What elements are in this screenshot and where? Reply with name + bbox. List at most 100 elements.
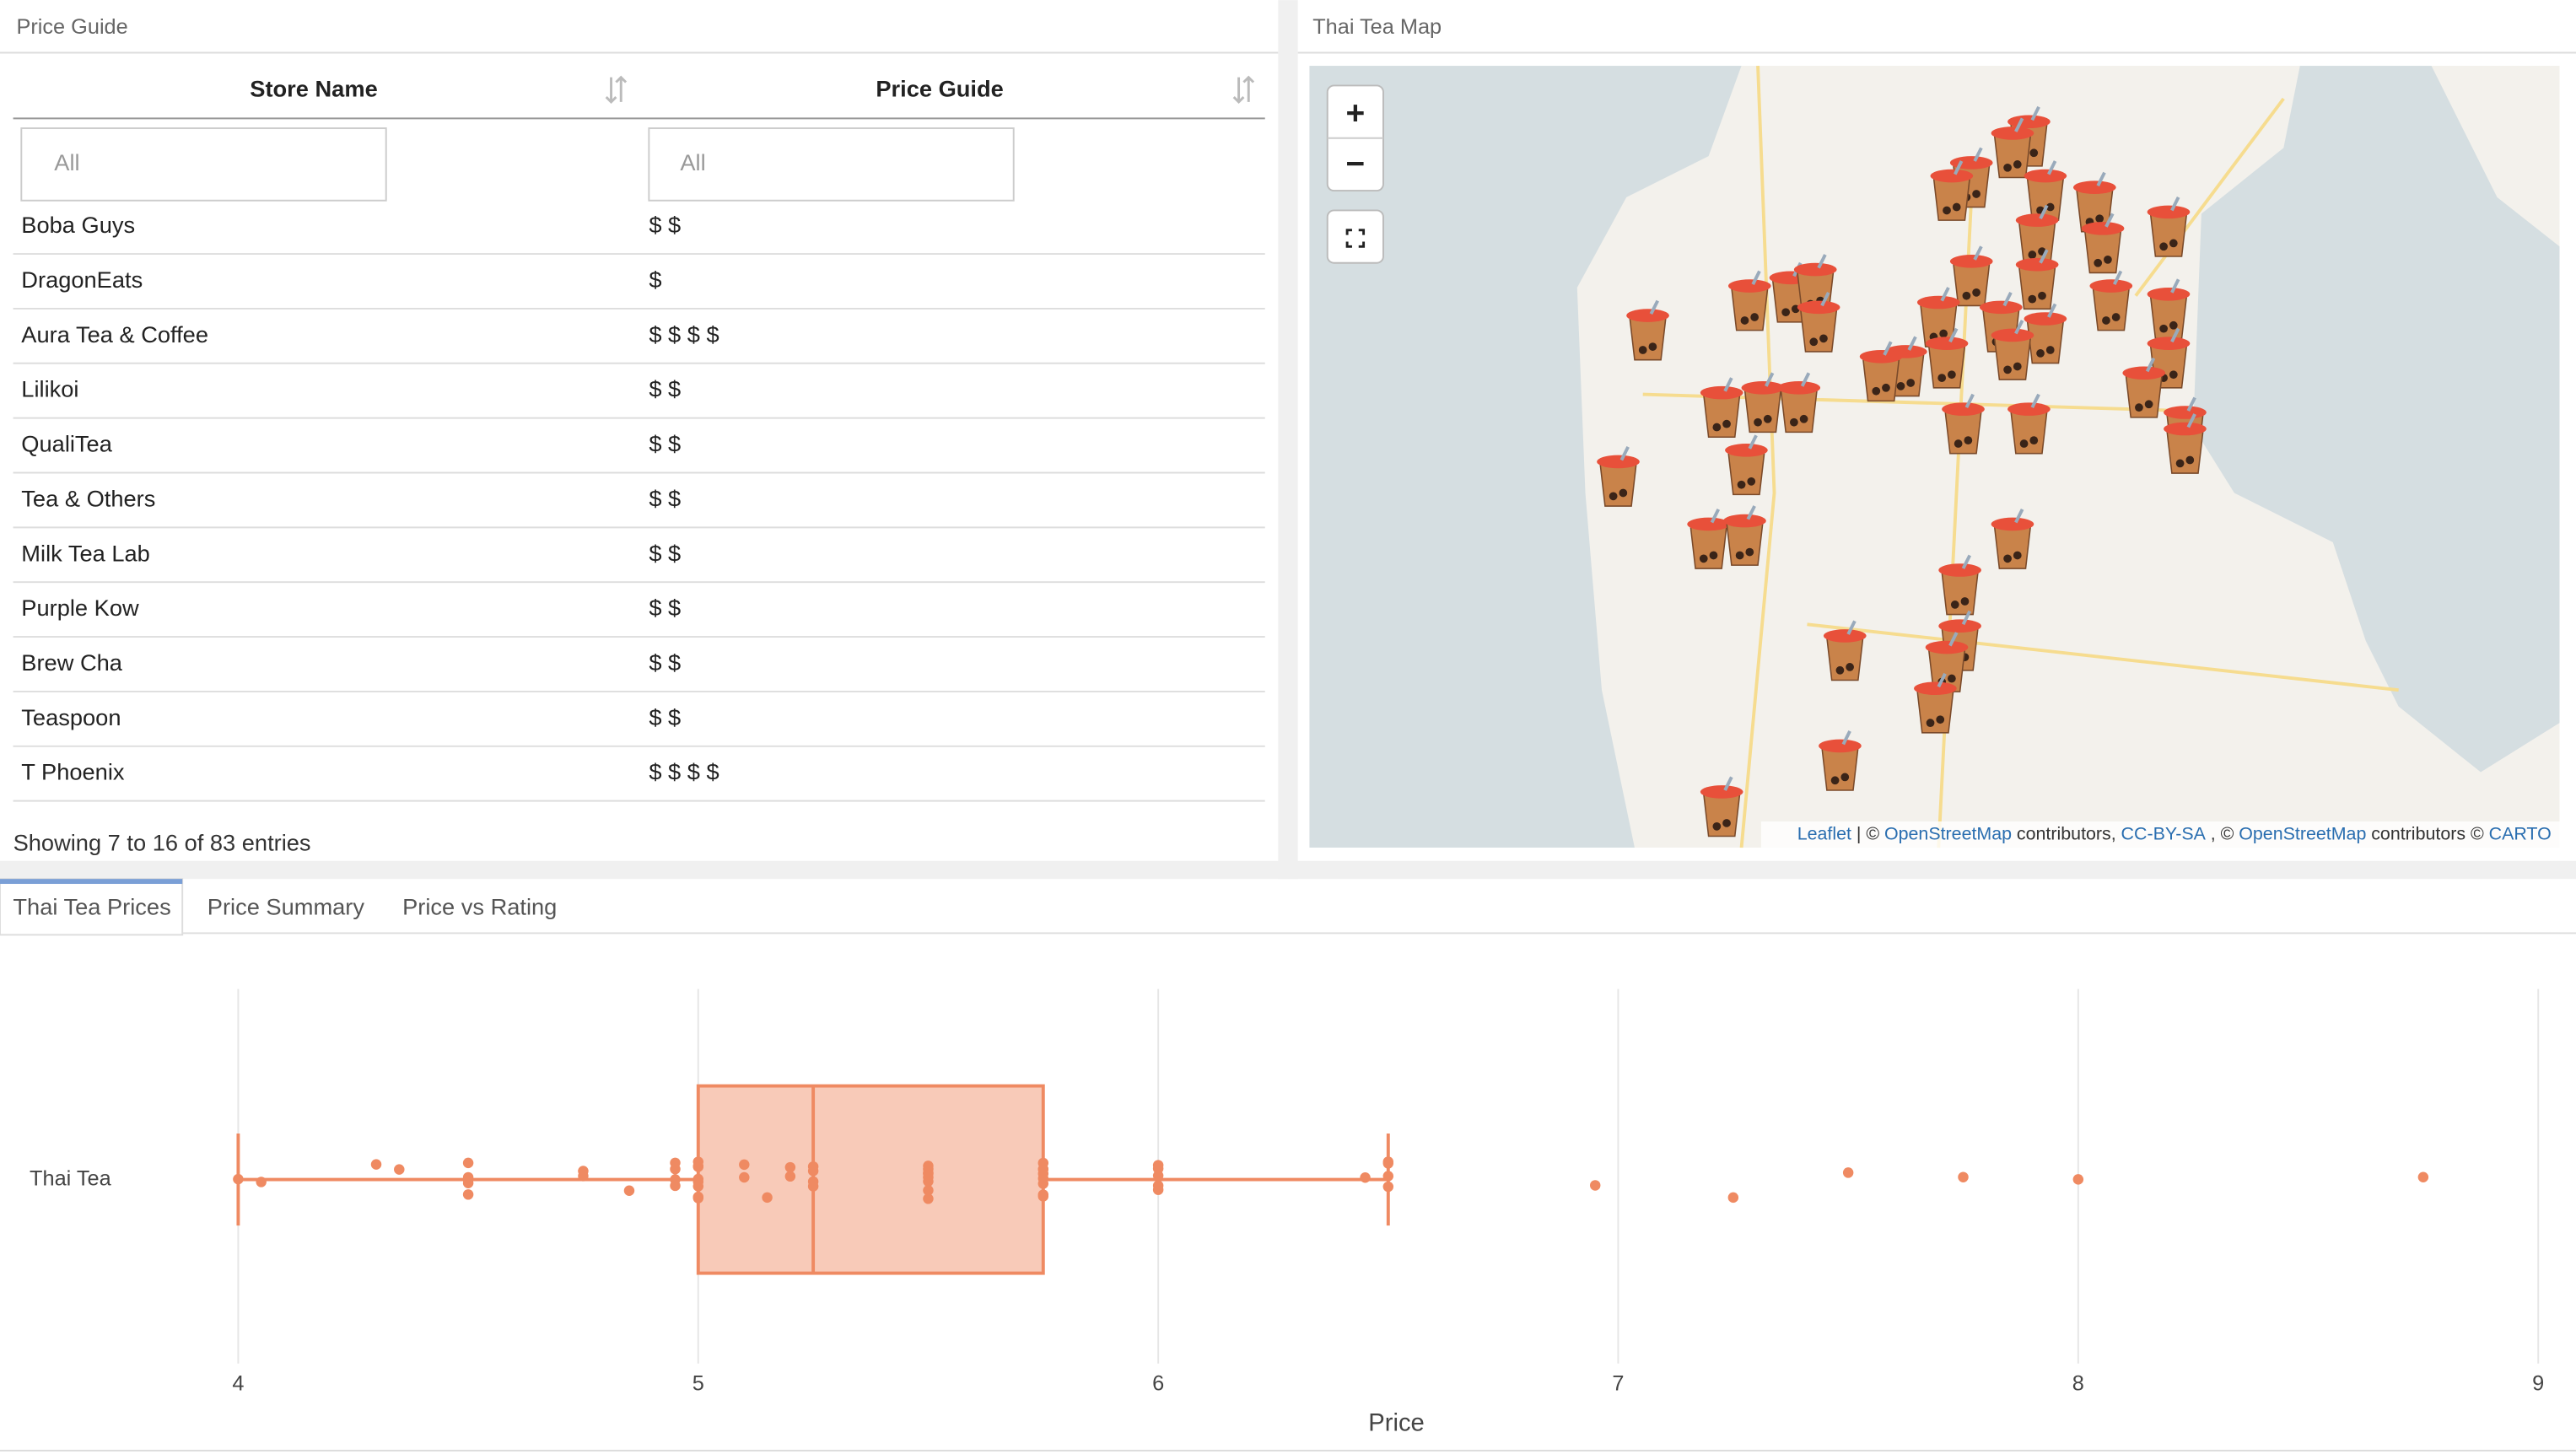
marker[interactable] <box>2089 270 2133 331</box>
marker[interactable] <box>1949 245 1993 307</box>
marker[interactable] <box>1859 341 1903 402</box>
point <box>923 1193 934 1204</box>
marker[interactable] <box>1938 554 1981 616</box>
marker[interactable] <box>1819 730 1862 791</box>
point <box>923 1185 934 1196</box>
sort-icon[interactable] <box>605 75 1255 104</box>
straw <box>1746 505 1756 520</box>
straw <box>2145 357 2156 373</box>
pearl <box>1609 492 1618 501</box>
cup-lid <box>1700 385 1743 400</box>
attribution-part[interactable]: CC-BY-SA <box>2121 823 2207 843</box>
pearl <box>1972 288 1981 297</box>
marker[interactable] <box>1626 299 1669 361</box>
marker[interactable] <box>2147 196 2191 257</box>
cup-lid <box>2164 406 2207 419</box>
pearl <box>2003 554 2012 563</box>
attribution-part[interactable]: Leaflet <box>1797 823 1851 843</box>
straw <box>2014 320 2024 335</box>
marker[interactable] <box>1925 632 1969 692</box>
point <box>462 1177 474 1189</box>
marker[interactable] <box>1741 372 1785 434</box>
pearl <box>1948 674 1956 683</box>
cup-lid <box>2089 279 2133 293</box>
pearl <box>2135 403 2143 412</box>
marker[interactable] <box>1597 446 1640 507</box>
marker[interactable] <box>2007 393 2051 455</box>
pearl <box>1954 439 1963 448</box>
cup-body <box>2149 213 2188 257</box>
marker[interactable] <box>1687 509 1730 569</box>
cup-lid <box>1687 517 1730 531</box>
marker[interactable] <box>1797 291 1840 353</box>
point <box>693 1156 704 1167</box>
marker[interactable] <box>1930 160 1974 221</box>
filter-placeholder: All <box>680 149 705 175</box>
straw <box>1723 776 1733 791</box>
marker[interactable] <box>1700 377 1743 439</box>
pearl <box>2095 214 2104 223</box>
marker[interactable] <box>2122 357 2166 418</box>
marker[interactable] <box>1942 393 1985 455</box>
marker[interactable] <box>1991 320 2034 380</box>
attribution-part[interactable]: OpenStreetMap <box>2239 823 2366 843</box>
marker[interactable] <box>1991 509 2034 569</box>
pearl <box>1699 554 1708 563</box>
fullscreen-button[interactable] <box>1326 209 1384 264</box>
marker[interactable] <box>2073 171 2116 233</box>
cup-lid <box>2164 422 2207 436</box>
category-label: Thai Tea <box>30 1166 112 1190</box>
filter-input[interactable] <box>20 127 387 202</box>
marker[interactable] <box>2015 249 2059 310</box>
marker[interactable] <box>1823 620 1867 681</box>
pearl <box>2169 239 2178 248</box>
pearl <box>1939 329 1948 338</box>
straw <box>2039 249 2049 264</box>
cup-body <box>2092 287 2131 331</box>
attribution-part[interactable]: CARTO <box>2489 823 2552 843</box>
tab[interactable]: Thai Tea Prices <box>13 893 170 919</box>
marker[interactable] <box>1991 117 2034 179</box>
filter-input[interactable] <box>648 127 1015 202</box>
point <box>578 1166 589 1177</box>
column-header[interactable]: Store Name <box>250 75 377 101</box>
zoom-in[interactable]: + <box>1345 95 1365 132</box>
column-header[interactable]: Price Guide <box>876 75 1003 101</box>
marker[interactable] <box>2147 278 2191 340</box>
attribution-part[interactable]: OpenStreetMap <box>1884 823 2012 843</box>
cup-lid <box>1700 785 1743 799</box>
marker[interactable] <box>2164 413 2207 474</box>
point <box>1382 1156 1394 1167</box>
marker[interactable] <box>1727 270 1771 331</box>
point <box>462 1157 474 1169</box>
store-name: Boba Guys <box>21 212 135 238</box>
pearl <box>2028 250 2037 259</box>
zoom-out[interactable]: − <box>1345 146 1365 182</box>
marker[interactable] <box>2081 213 2125 274</box>
tab[interactable]: Price vs Rating <box>402 893 557 919</box>
marker[interactable] <box>2024 303 2067 364</box>
active-tab[interactable] <box>0 878 184 936</box>
pearl <box>2003 163 2012 172</box>
straw <box>2104 213 2115 228</box>
marker[interactable] <box>1723 505 1766 566</box>
marker[interactable] <box>1700 776 1743 837</box>
point <box>693 1173 704 1185</box>
pearl <box>2144 400 2153 409</box>
box-chart: 4 5 6 7 8 9 Price Thai Tea <box>30 988 2544 1437</box>
cup-lid <box>2147 337 2191 351</box>
pearl <box>2013 362 2022 371</box>
marker[interactable] <box>1914 672 1957 734</box>
cup-lid <box>1991 127 2034 140</box>
x-tick-label: 5 <box>693 1372 704 1396</box>
tab[interactable]: Price Summary <box>207 893 365 919</box>
map[interactable] <box>1309 66 2560 848</box>
marker[interactable] <box>1916 287 1960 347</box>
cup-lid <box>1938 619 1981 633</box>
point <box>923 1168 934 1179</box>
marker[interactable] <box>1925 327 1969 389</box>
cup-lid <box>1723 514 1766 528</box>
pearl <box>1943 206 1951 215</box>
marker[interactable] <box>1725 434 1768 496</box>
marker[interactable] <box>1777 372 1821 434</box>
